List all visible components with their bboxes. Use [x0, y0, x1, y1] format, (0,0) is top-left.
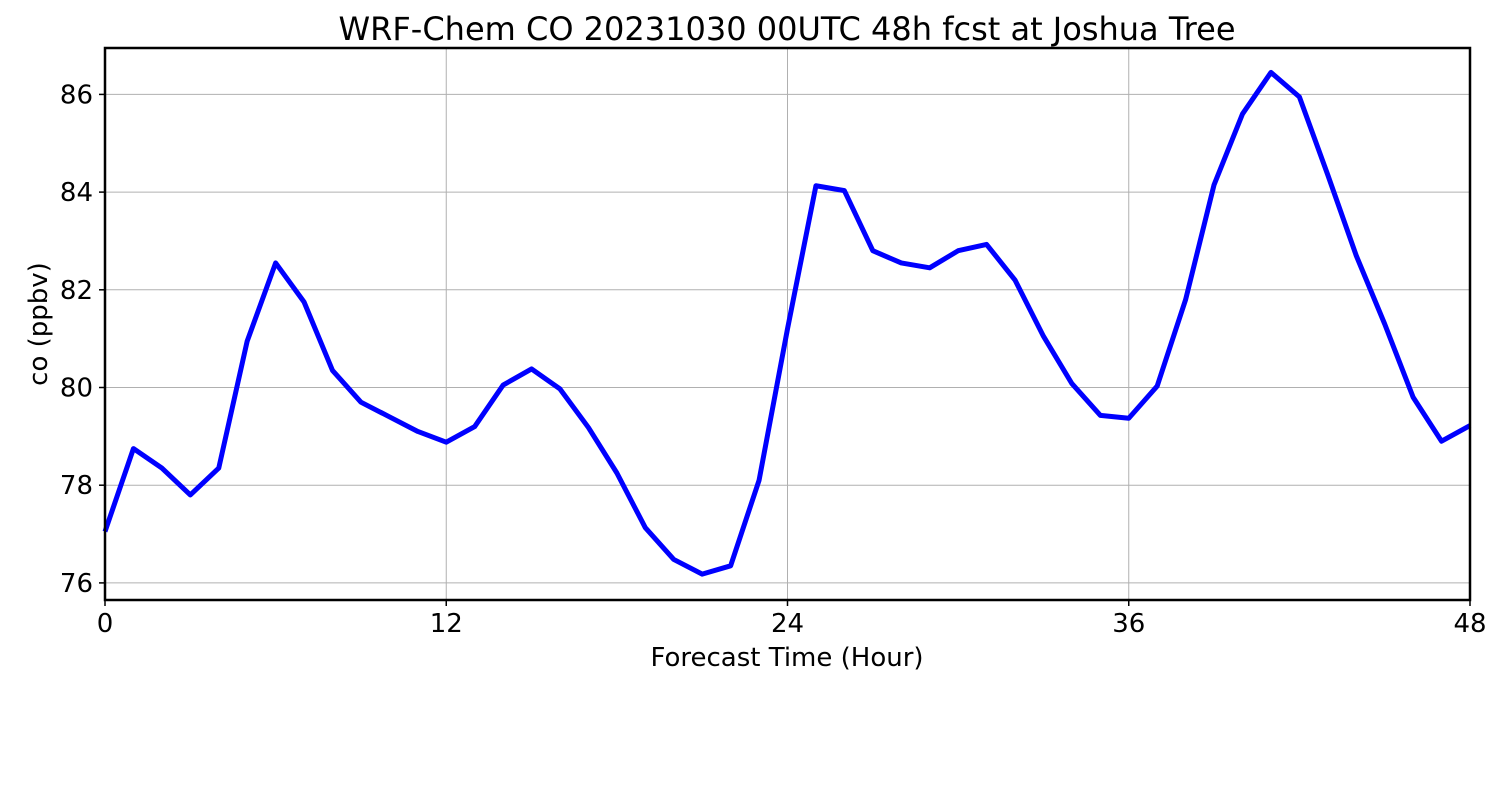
series-line [102, 69, 1472, 577]
y-tick-label: 78 [60, 471, 93, 501]
y-tick-label: 84 [60, 178, 93, 208]
x-tick-label: 0 [97, 609, 114, 639]
axis-ticks: 0 12 24 36 48 76 78 80 82 84 86 [60, 80, 1487, 639]
y-tick-label: 86 [60, 80, 93, 110]
x-tick-label: 24 [771, 609, 804, 639]
y-axis-label: co (ppbv) [24, 262, 54, 386]
data-series [102, 69, 1472, 577]
x-axis-label: Forecast Time (Hour) [650, 643, 923, 673]
x-tick-label: 36 [1112, 609, 1145, 639]
y-tick-label: 80 [60, 374, 93, 404]
y-tick-label: 76 [60, 569, 93, 599]
chart-title: WRF-Chem CO 20231030 00UTC 48h fcst at J… [338, 10, 1235, 48]
y-tick-label: 82 [60, 276, 93, 306]
x-tick-label: 48 [1453, 609, 1486, 639]
x-tick-label: 12 [430, 609, 463, 639]
